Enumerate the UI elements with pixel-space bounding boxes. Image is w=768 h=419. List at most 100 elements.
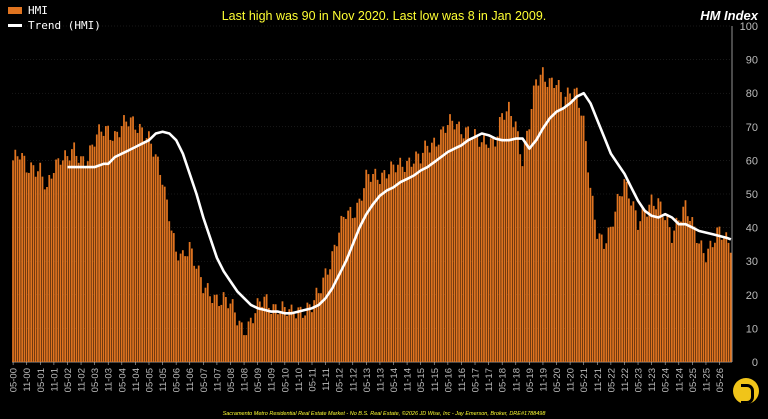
hmi-bar: [172, 233, 175, 362]
hmi-bar: [193, 265, 196, 362]
hmi-bar: [494, 146, 497, 362]
hmi-bar: [569, 93, 571, 363]
hmi-bar: [442, 126, 445, 362]
hmi-bar: [607, 227, 610, 362]
hmi-bar: [150, 143, 153, 362]
hmi-bar: [682, 206, 685, 362]
x-tick-label: 05-07: [199, 368, 210, 392]
hmi-bar: [623, 179, 626, 362]
hmi-bar: [329, 269, 331, 362]
hmi-bar: [25, 172, 28, 362]
hmi-bar: [168, 221, 171, 362]
hmi-bar: [603, 248, 605, 362]
hmi-bar: [61, 160, 64, 362]
hmi-bar: [474, 129, 476, 362]
hmi-bar: [340, 215, 343, 362]
x-tick-label: 11-23: [647, 368, 658, 392]
hmi-bar: [571, 98, 574, 362]
hmi-bar: [369, 181, 372, 362]
brand-title: HM Index: [700, 8, 758, 23]
hmi-bar: [630, 205, 633, 362]
hmi-bar: [523, 141, 526, 362]
hmi-bar: [383, 170, 386, 362]
hmi-bar: [301, 317, 304, 362]
hmi-bar: [258, 301, 261, 362]
hmi-bar: [283, 307, 286, 362]
hmi-bar: [693, 226, 696, 362]
x-tick-label: 11-20: [566, 368, 577, 392]
x-tick-label: 11-16: [457, 368, 468, 392]
hmi-bar: [315, 287, 318, 362]
hmi-bar: [560, 92, 562, 362]
hmi-bar: [718, 226, 721, 362]
hmi-bar: [467, 126, 470, 362]
hmi-bar: [591, 195, 594, 362]
hmi-bar: [191, 248, 193, 362]
hmi-bar: [166, 199, 168, 362]
hmi-bar: [46, 186, 48, 362]
hmi-bar: [729, 252, 732, 362]
hmi-bar: [537, 85, 540, 362]
hmi-bar: [564, 96, 567, 363]
hmi-bar: [546, 86, 549, 362]
hmi-bar: [700, 240, 703, 362]
x-axis: 05-00 11-00 05-01 11-01 05-02 11-02 05-03 11-03…: [9, 362, 726, 392]
hmi-bar: [308, 304, 311, 362]
hmi-bar: [41, 176, 44, 362]
hmi-bar: [641, 207, 644, 362]
logo-icon: [733, 378, 759, 404]
hmi-bar: [437, 144, 440, 362]
hmi-bar: [281, 301, 284, 362]
hmi-bar: [501, 113, 503, 362]
hmi-bar: [483, 135, 485, 362]
hmi-bar: [695, 243, 698, 362]
hmi-bar: [102, 135, 105, 362]
x-tick-label: 11-10: [294, 368, 305, 392]
hmi-bar: [625, 181, 628, 362]
hmi-bar: [530, 109, 533, 362]
hmi-bar: [415, 151, 417, 362]
hmi-bar: [206, 283, 209, 362]
hmi-bar: [116, 131, 119, 362]
hmi-bar: [374, 168, 377, 362]
hmi-bar: [333, 244, 336, 362]
hmi-bar: [123, 115, 125, 362]
hmi-bar: [480, 142, 483, 362]
hmi-bar: [50, 178, 53, 362]
hmi-bar: [238, 320, 241, 362]
x-tick-label: 11-09: [267, 368, 278, 392]
hmi-bar: [184, 256, 186, 362]
x-tick-label: 05-01: [36, 368, 47, 392]
x-tick-label: 05-14: [389, 368, 400, 392]
hmi-bar: [27, 172, 30, 362]
hmi-bar: [134, 129, 137, 362]
hmi-bar: [541, 67, 544, 362]
hmi-bar: [431, 142, 433, 362]
hmi-bar: [73, 142, 76, 362]
hmi-bar: [84, 166, 87, 362]
legend-swatch-hmi: [8, 7, 22, 14]
hmi-bar: [566, 87, 569, 362]
hmi-bar: [589, 187, 592, 362]
hmi-bar: [661, 217, 664, 362]
hmi-bar: [200, 277, 202, 362]
y-tick-label: 10: [746, 323, 758, 335]
hmi-bar: [532, 85, 535, 363]
hmi-bar: [39, 162, 42, 362]
y-tick-label: 90: [746, 55, 758, 67]
hmi-bar: [365, 169, 368, 362]
x-tick-label: 11-19: [538, 368, 549, 392]
hmi-bar: [557, 80, 560, 362]
hmi-bar: [324, 268, 327, 362]
hmi-bar: [163, 186, 166, 362]
x-tick-label: 05-06: [172, 368, 183, 392]
hmi-bar: [274, 304, 277, 362]
hmi-bar: [392, 164, 395, 362]
hmi-bar: [75, 155, 78, 362]
hmi-bar: [539, 74, 542, 362]
hmi-bar: [342, 216, 345, 362]
x-tick-label: 05-02: [63, 368, 74, 392]
hmi-bar: [378, 184, 381, 362]
hmi-bar: [211, 303, 214, 362]
hmi-bar: [440, 129, 442, 362]
